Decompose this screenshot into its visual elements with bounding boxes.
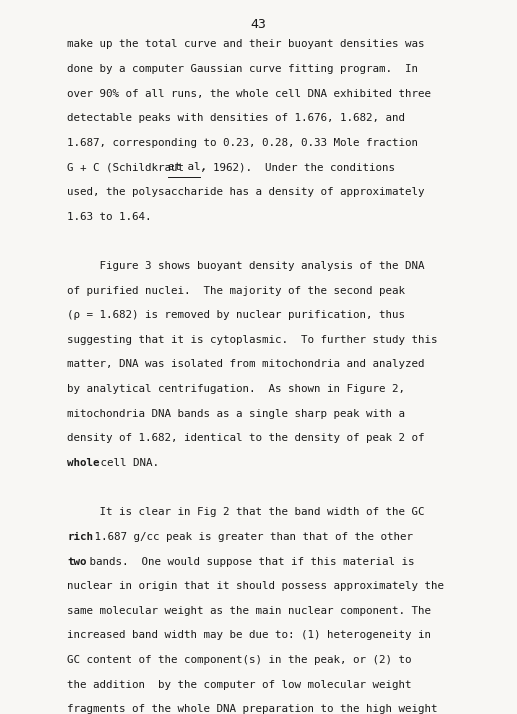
Text: nuclear in origin that it should possess approximately the: nuclear in origin that it should possess… [67, 581, 444, 591]
Text: Figure 3 shows buoyant density analysis of the DNA: Figure 3 shows buoyant density analysis … [67, 261, 424, 271]
Text: G + C (Schildkraut: G + C (Schildkraut [67, 163, 191, 173]
Text: GC content of the component(s) in the peak, or (2) to: GC content of the component(s) in the pe… [67, 655, 412, 665]
Text: whole: whole [67, 458, 100, 468]
Text: 1.63 to 1.64.: 1.63 to 1.64. [67, 212, 151, 222]
Text: make up the total curve and their buoyant densities was: make up the total curve and their buoyan… [67, 39, 424, 49]
Text: suggesting that it is cytoplasmic.  To further study this: suggesting that it is cytoplasmic. To fu… [67, 335, 438, 345]
Text: over 90% of all runs, the whole cell DNA exhibited three: over 90% of all runs, the whole cell DNA… [67, 89, 431, 99]
Text: detectable peaks with densities of 1.676, 1.682, and: detectable peaks with densities of 1.676… [67, 114, 405, 124]
Text: It is clear in Fig 2 that the band width of the GC: It is clear in Fig 2 that the band width… [67, 508, 424, 518]
Text: 43: 43 [251, 18, 266, 31]
Text: 1.687 g/cc peak is greater than that of the other: 1.687 g/cc peak is greater than that of … [88, 532, 414, 542]
Text: , 1962).  Under the conditions: , 1962). Under the conditions [200, 163, 395, 173]
Text: increased band width may be due to: (1) heterogeneity in: increased band width may be due to: (1) … [67, 630, 431, 640]
Text: (ρ = 1.682) is removed by nuclear purification, thus: (ρ = 1.682) is removed by nuclear purifi… [67, 311, 405, 321]
Text: by analytical centrifugation.  As shown in Figure 2,: by analytical centrifugation. As shown i… [67, 384, 405, 394]
Text: same molecular weight as the main nuclear component. The: same molecular weight as the main nuclea… [67, 606, 431, 616]
Text: bands.  One would suppose that if this material is: bands. One would suppose that if this ma… [83, 557, 415, 567]
Text: rich: rich [67, 532, 93, 542]
Text: mitochondria DNA bands as a single sharp peak with a: mitochondria DNA bands as a single sharp… [67, 409, 405, 419]
Text: the addition  by the computer of low molecular weight: the addition by the computer of low mole… [67, 680, 412, 690]
Text: fragments of the whole DNA preparation to the high weight: fragments of the whole DNA preparation t… [67, 705, 438, 714]
Text: density of 1.682, identical to the density of peak 2 of: density of 1.682, identical to the densi… [67, 433, 424, 443]
Text: cell DNA.: cell DNA. [94, 458, 159, 468]
Text: done by a computer Gaussian curve fitting program.  In: done by a computer Gaussian curve fittin… [67, 64, 418, 74]
Text: used, the polysaccharide has a density of approximately: used, the polysaccharide has a density o… [67, 187, 424, 197]
Text: 1.687, corresponding to 0.23, 0.28, 0.33 Mole fraction: 1.687, corresponding to 0.23, 0.28, 0.33… [67, 138, 418, 148]
Text: matter, DNA was isolated from mitochondria and analyzed: matter, DNA was isolated from mitochondr… [67, 360, 424, 370]
Text: two: two [67, 557, 87, 567]
Text: et al.: et al. [168, 163, 207, 173]
Text: of purified nuclei.  The majority of the second peak: of purified nuclei. The majority of the … [67, 286, 405, 296]
